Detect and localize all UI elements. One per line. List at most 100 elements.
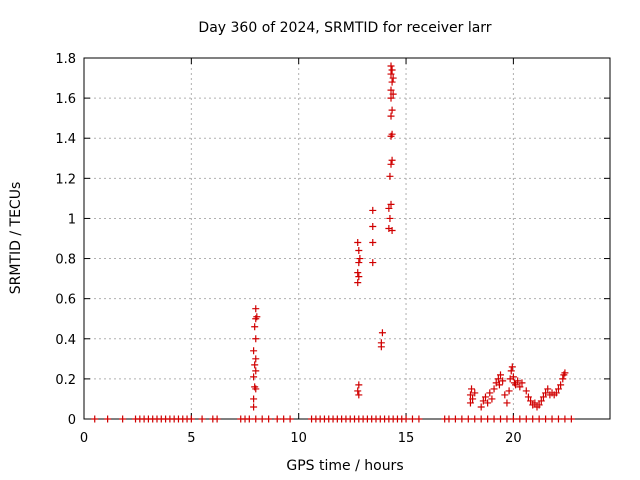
data-point xyxy=(490,415,498,423)
plot-frame xyxy=(83,57,611,420)
grid xyxy=(84,58,610,419)
data-point xyxy=(119,415,127,423)
data-point xyxy=(354,387,362,395)
data-point xyxy=(542,389,550,397)
data-point xyxy=(499,377,507,385)
data-point xyxy=(355,273,363,281)
data-point xyxy=(91,415,99,423)
data-point xyxy=(535,401,543,409)
data-point xyxy=(514,377,522,385)
data-point xyxy=(512,381,520,389)
data-point xyxy=(369,206,377,214)
data-point xyxy=(388,226,396,234)
data-point xyxy=(548,415,556,423)
data-point xyxy=(503,415,511,423)
data-point xyxy=(495,381,503,389)
data-point xyxy=(388,66,396,74)
data-point xyxy=(527,397,535,405)
data-point xyxy=(451,415,459,423)
data-point xyxy=(497,415,505,423)
data-point xyxy=(497,371,505,379)
data-points xyxy=(91,62,575,423)
data-point xyxy=(477,415,485,423)
data-point xyxy=(265,415,273,423)
data-point xyxy=(535,415,543,423)
data-point xyxy=(554,415,562,423)
data-point xyxy=(501,391,509,399)
y-axis-label: SRMTID / TECUs xyxy=(8,182,24,295)
data-point xyxy=(387,86,395,94)
data-point xyxy=(531,399,539,407)
data-point xyxy=(542,415,550,423)
x-tick-label: 0 xyxy=(80,431,88,446)
data-point xyxy=(559,375,567,383)
data-point xyxy=(466,391,474,399)
data-point xyxy=(484,415,492,423)
data-point xyxy=(471,389,479,397)
y-tick-label: 1.6 xyxy=(55,92,76,107)
data-point xyxy=(481,393,489,401)
data-point xyxy=(252,367,260,375)
data-point xyxy=(445,415,453,423)
data-point xyxy=(561,369,569,377)
data-point xyxy=(464,415,472,423)
data-point xyxy=(539,393,547,401)
data-point xyxy=(522,415,530,423)
data-point xyxy=(490,385,498,393)
x-tick-label: 5 xyxy=(187,431,195,446)
y-tick-label: 0.8 xyxy=(55,253,76,268)
y-tick-label: 0.4 xyxy=(55,333,76,348)
data-point xyxy=(484,399,492,407)
y-tick-label: 1 xyxy=(68,212,76,227)
data-point xyxy=(253,313,261,321)
data-point xyxy=(518,379,526,387)
y-tick-label: 0.2 xyxy=(55,373,76,388)
data-point xyxy=(251,323,259,331)
data-point xyxy=(509,373,517,381)
data-point xyxy=(388,106,396,114)
data-point xyxy=(250,347,258,355)
data-point xyxy=(458,415,466,423)
data-point xyxy=(252,305,260,313)
data-point xyxy=(471,415,479,423)
data-point xyxy=(387,112,395,120)
data-point xyxy=(355,381,363,389)
y-tick-label: 1.4 xyxy=(55,132,76,147)
data-point xyxy=(273,415,281,423)
data-point xyxy=(388,78,396,86)
data-point xyxy=(245,415,253,423)
data-point xyxy=(477,403,485,411)
data-point xyxy=(356,255,364,263)
data-point xyxy=(561,415,569,423)
data-point xyxy=(529,415,537,423)
y-tick-label: 1.8 xyxy=(55,52,76,67)
data-point xyxy=(488,395,496,403)
data-point xyxy=(494,375,502,383)
x-axis-label: GPS time / hours xyxy=(286,458,403,474)
data-point xyxy=(385,204,393,212)
data-point xyxy=(258,415,266,423)
data-point xyxy=(567,415,575,423)
chart-title: Day 360 of 2024, SRMTID for receiver lar… xyxy=(198,20,491,36)
data-point xyxy=(378,329,386,337)
data-point xyxy=(280,415,288,423)
data-point xyxy=(388,156,396,164)
data-point xyxy=(187,415,195,423)
data-point xyxy=(387,62,395,70)
data-point xyxy=(354,239,362,247)
y-tick-label: 0 xyxy=(68,413,76,428)
y-tick-label: 0.6 xyxy=(55,293,76,308)
data-point xyxy=(415,415,423,423)
data-point xyxy=(389,90,397,98)
data-point xyxy=(387,70,395,78)
data-point xyxy=(250,395,258,403)
data-point xyxy=(377,339,385,347)
data-point xyxy=(386,214,394,222)
x-tick-label: 10 xyxy=(290,431,307,446)
data-point xyxy=(509,415,517,423)
data-point xyxy=(557,381,565,389)
data-point xyxy=(486,389,494,397)
data-point xyxy=(355,391,363,399)
data-point xyxy=(354,269,362,277)
